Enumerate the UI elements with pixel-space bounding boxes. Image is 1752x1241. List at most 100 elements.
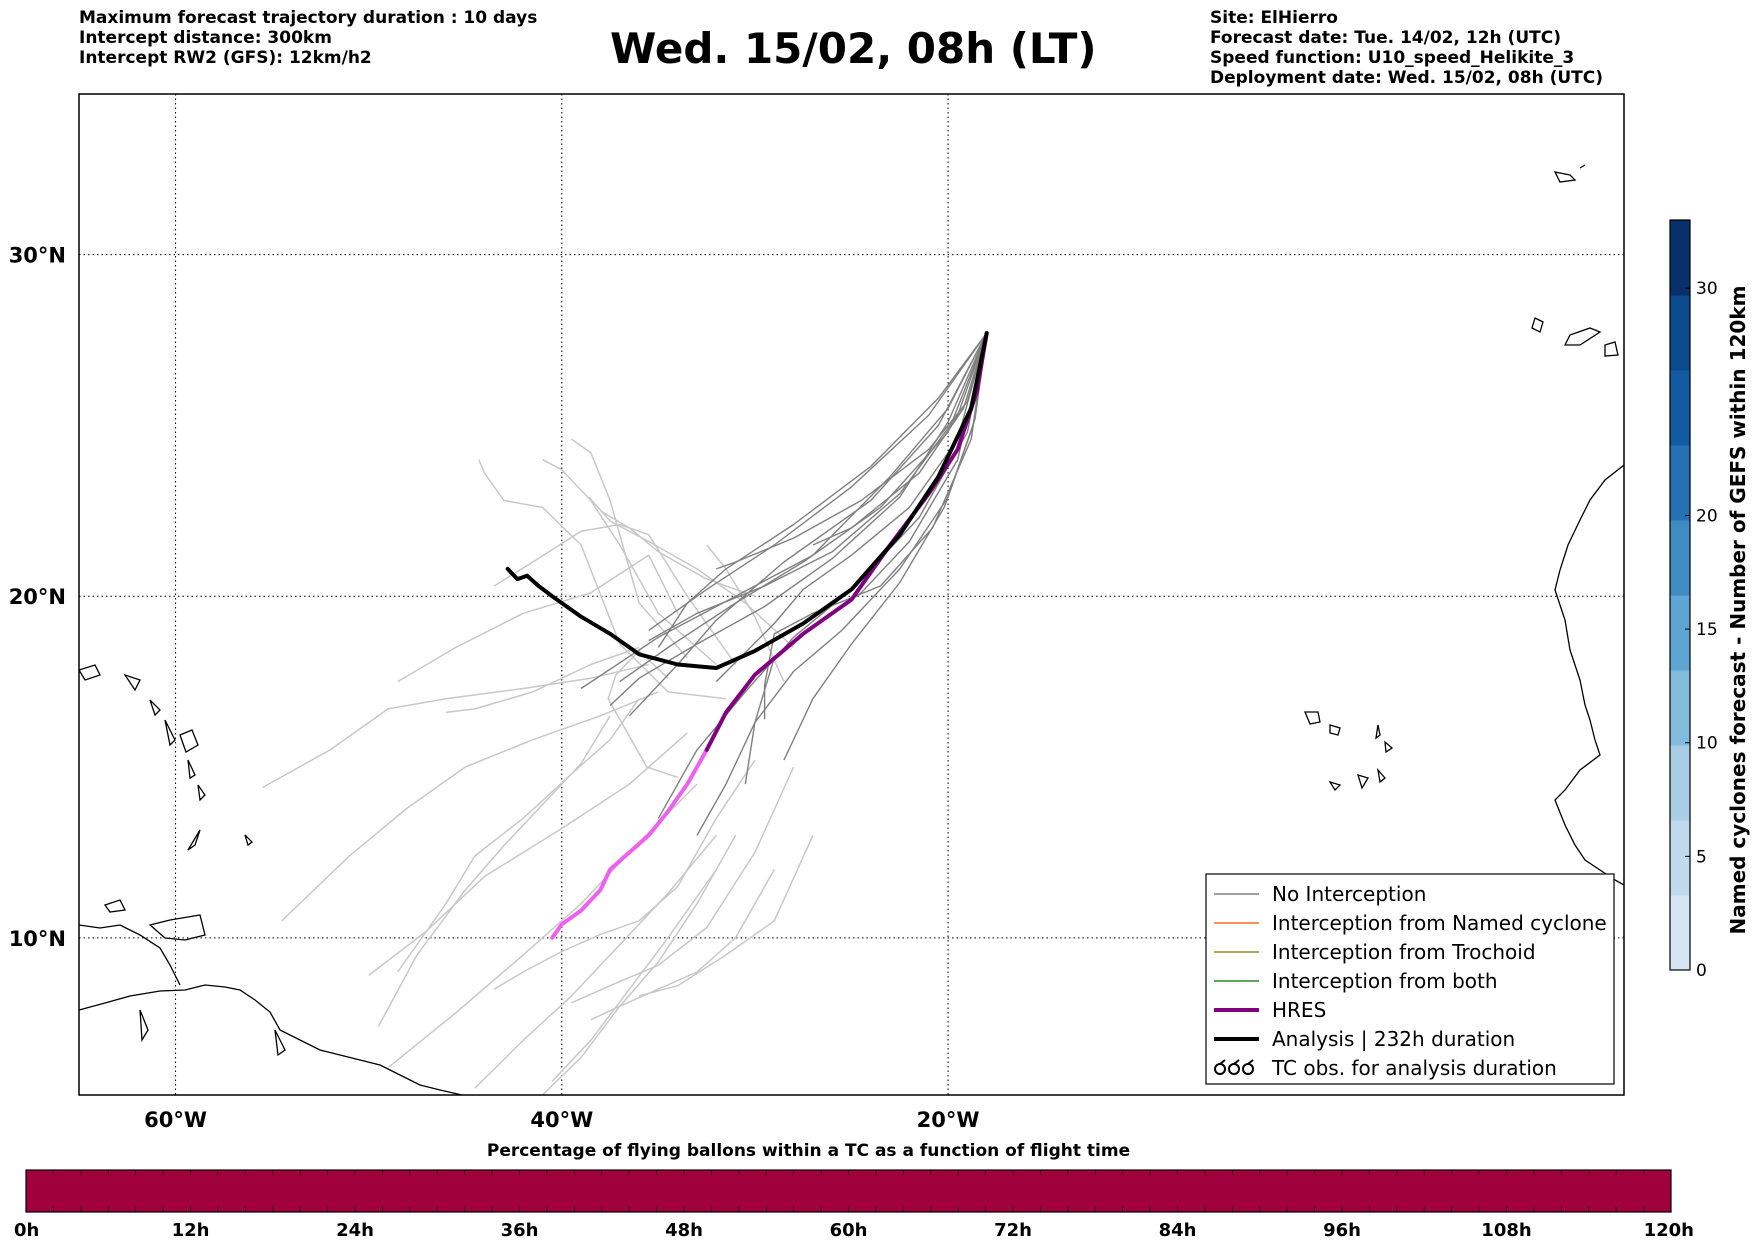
lat-tick-label-1: 20°N <box>9 585 66 609</box>
time-bar: Percentage of flying ballons within a TC… <box>14 1141 1694 1241</box>
lon-tick-label-2: 20°W <box>917 1108 980 1132</box>
intercept-rw2-text: Intercept RW2 (GFS): 12km/h2 <box>79 48 372 68</box>
coastline-madeira <box>1553 164 1586 183</box>
time-bar-tick-label-8: 96h <box>1323 1220 1361 1241</box>
ensemble-trajectory-light-15 <box>445 646 640 714</box>
speed-function-text: Speed function: U10_speed_Helikite_3 <box>1210 48 1575 68</box>
colorbar-segment-1 <box>1670 820 1690 896</box>
colorbar-tick-label-1: 5 <box>1696 847 1707 867</box>
time-bar-tick-label-7: 84h <box>1159 1220 1197 1241</box>
ensemble-trajectory-light-20 <box>493 759 756 990</box>
coastline-trinidad <box>148 914 206 941</box>
ensemble-trajectory-light-10 <box>542 458 717 666</box>
time-bar-tick-label-9: 108h <box>1481 1220 1531 1241</box>
coastline-antilles <box>103 729 286 1057</box>
ensemble-trajectory-light-19 <box>377 715 611 1028</box>
ensemble-trajectory-light-11 <box>571 438 688 659</box>
lon-tick-label-1: 40°W <box>530 1108 593 1132</box>
coastline-south-america <box>79 984 463 1095</box>
no-interception-trajectory-14 <box>763 332 988 720</box>
trajectories-layer <box>262 331 989 1095</box>
page-title: Wed. 15/02, 08h (LT) <box>610 24 1097 73</box>
colorbar-title: Named cyclones forecast - Number of GEFS… <box>1726 286 1750 935</box>
hres-trajectory-late <box>550 747 709 940</box>
deployment-date-text: Deployment date: Wed. 15/02, 08h (UTC) <box>1210 68 1604 88</box>
coastline-lesser-antilles <box>79 664 176 747</box>
ensemble-trajectory-light-12 <box>493 523 737 665</box>
lat-tick-label-0: 10°N <box>9 927 66 951</box>
map-axis-labels: 60°W 40°W 20°W 10°N 20°N 30°N <box>9 244 980 1132</box>
ensemble-trajectory-light-13 <box>397 554 679 683</box>
ensemble-trajectory-light-2 <box>368 732 688 976</box>
coastline-africa <box>1554 464 1624 886</box>
colorbar-segment-7 <box>1670 370 1690 446</box>
legend-label-2: Interception from Trochoid <box>1272 940 1536 964</box>
ensemble-trajectory-light-21 <box>607 650 678 779</box>
colorbar-segment-5 <box>1670 520 1690 596</box>
site-text: Site: ElHierro <box>1210 8 1338 28</box>
colorbar-segment-2 <box>1670 745 1690 821</box>
time-bar-tick-label-2: 24h <box>336 1220 374 1241</box>
colorbar-tick-label-5: 30 <box>1696 279 1718 299</box>
legend-label-4: HRES <box>1272 998 1326 1022</box>
no-interception-trajectory-9 <box>619 332 988 683</box>
legend: No Interception Interception from Named c… <box>1205 873 1615 1085</box>
legend-box <box>1205 873 1615 1085</box>
time-bar-tick-label-10: 120h <box>1644 1220 1694 1241</box>
coastline-canary-islands <box>1531 317 1619 357</box>
no-interception-trajectory-10 <box>648 332 988 631</box>
ensemble-trajectory-light-4 <box>474 834 717 1089</box>
colorbar-tick-label-0: 0 <box>1696 961 1707 981</box>
ensemble-trajectory-light-17 <box>706 544 785 682</box>
forecast-date-text: Forecast date: Tue. 14/02, 12h (UTC) <box>1210 28 1561 48</box>
legend-label-1: Interception from Named cyclone <box>1272 911 1607 935</box>
legend-label-5: Analysis | 232h duration <box>1272 1027 1515 1051</box>
colorbar-segment-0 <box>1670 895 1690 971</box>
no-interception-trajectory-13 <box>609 332 988 707</box>
ensemble-trajectory-light-5 <box>551 869 717 1082</box>
coastline-caribbean-coast <box>79 924 181 986</box>
colorbar-tick-label-2: 10 <box>1696 734 1718 754</box>
ensemble-trajectory-light-14 <box>588 496 795 649</box>
legend-label-3: Interception from both <box>1272 969 1498 993</box>
colorbar-segment-6 <box>1670 445 1690 521</box>
time-bar-title: Percentage of flying ballons within a TC… <box>487 1141 1130 1161</box>
legend-label-6: TC obs. for analysis duration <box>1271 1056 1557 1080</box>
time-bar-tick-label-6: 72h <box>994 1220 1032 1241</box>
colorbar-segment-4 <box>1670 595 1690 671</box>
time-bar-tick-label-0: 0h <box>14 1220 39 1241</box>
colorbar: 0 5 10 15 20 30 Named cyclones forecast - Numb… <box>1669 219 1750 981</box>
analysis-trajectory <box>505 331 989 670</box>
ensemble-trajectory-light-1 <box>281 691 659 922</box>
intercept-distance-text: Intercept distance: 300km <box>79 28 332 48</box>
coastline-cape-verde <box>1304 711 1394 792</box>
ensemble-trajectory-light-22 <box>571 766 795 1004</box>
ensemble-trajectory-light-18 <box>397 698 640 973</box>
time-bar-tick-label-4: 48h <box>665 1220 703 1241</box>
time-bar-tick-label-5: 60h <box>830 1220 868 1241</box>
time-bar-tick-label-3: 36h <box>501 1220 539 1241</box>
ensemble-trajectory-light-7 <box>590 869 775 1021</box>
colorbar-tick-label-4: 20 <box>1696 506 1718 526</box>
time-bar-tick-label-1: 12h <box>172 1220 210 1241</box>
ensemble-trajectory-light-16 <box>600 510 756 597</box>
cyclone-symbol-icon <box>1214 1059 1254 1075</box>
lon-tick-label-0: 60°W <box>144 1108 207 1132</box>
colorbar-segment-3 <box>1670 670 1690 746</box>
no-interception-trajectory-11 <box>812 332 988 546</box>
ensemble-trajectory-light-0 <box>262 663 649 789</box>
colorbar-segment-9 <box>1670 220 1690 296</box>
max-duration-text: Maximum forecast trajectory duration : 1… <box>79 8 538 28</box>
coastlines <box>79 164 1624 1095</box>
map-frame <box>78 93 1625 1096</box>
lat-tick-label-2: 30°N <box>9 244 66 268</box>
ensemble-trajectory-light-8 <box>638 835 814 997</box>
no-interception-trajectory-4 <box>648 332 988 642</box>
colorbar-segment-8 <box>1670 295 1690 371</box>
header-left-info: Maximum forecast trajectory duration : 1… <box>79 8 537 68</box>
time-bar-fill <box>25 1169 1672 1213</box>
colorbar-tick-label-3: 15 <box>1696 620 1718 640</box>
legend-label-0: No Interception <box>1272 882 1426 906</box>
ensemble-trajectory-light-6 <box>541 835 737 1095</box>
